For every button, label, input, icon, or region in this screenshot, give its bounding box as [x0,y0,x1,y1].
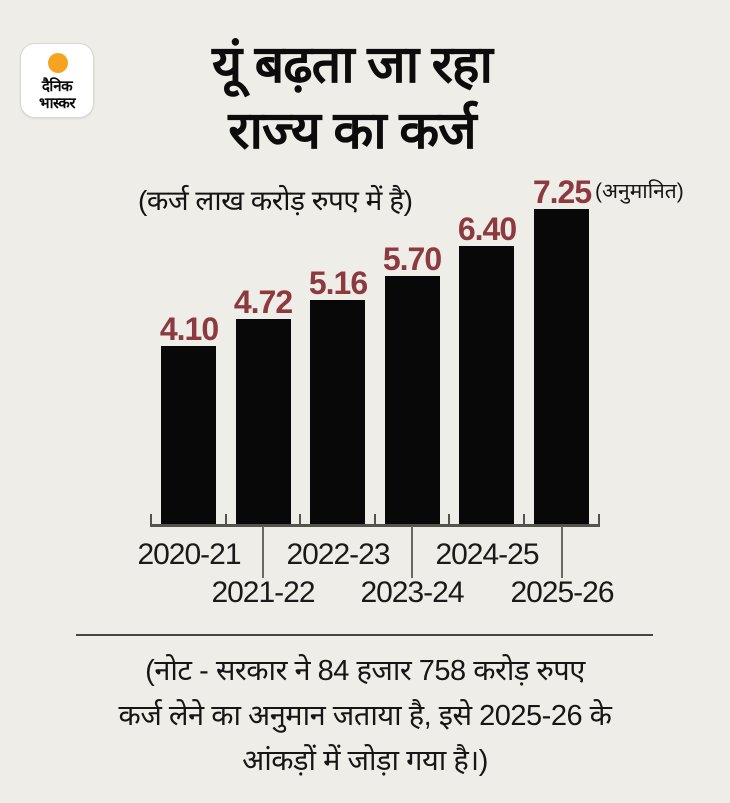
x-label-2025-26: 2025-26 [510,576,614,609]
axis-tick [225,514,227,524]
logo-text-line1: दैनिक [41,78,73,95]
label-leader-line [411,526,413,578]
bar-2020-21 [161,346,216,524]
bar-2023-24 [385,276,440,524]
x-label-2023-24: 2023-24 [360,576,464,609]
axis-tick [299,514,301,524]
bar-2024-25 [459,246,514,524]
x-label-2021-22: 2021-22 [211,576,315,609]
value-label-2025-26: 7.25 [532,174,592,210]
x-label-2022-23: 2022-23 [286,538,390,571]
axis-tick [150,514,152,524]
value-label-2021-22: 4.72 [233,284,293,320]
divider-line [76,634,653,636]
x-label-2020-21: 2020-21 [137,538,241,571]
logo-sun-icon [48,53,68,73]
footnote: (नोट - सरकार ने 84 हजार 758 करोड़ रुपए क… [35,649,695,784]
chart-unit-note: (कर्ज लाख करोड़ रुपए में है) [138,185,413,216]
footnote-line-2: कर्ज लेने का अनुमान जताया है, इसे 2025-2… [118,700,612,732]
axis-tick [374,514,376,524]
dainik-bhaskar-logo: दैनिक भास्कर [20,43,94,118]
label-leader-line [262,526,264,578]
bar-2025-26 [534,209,589,524]
value-label-2020-21: 4.10 [159,311,219,347]
value-label-2024-25: 6.40 [457,211,517,247]
axis-tick [523,514,525,524]
x-label-2024-25: 2024-25 [435,538,539,571]
estimated-annotation: (अनुमानित) [595,180,684,203]
label-leader-line [561,526,563,578]
footnote-line-3: आंकड़ों में जोड़ा गया है।) [242,745,488,777]
title-line-1: यूं बढ़ता जा रहा [212,36,493,94]
title-line-2: राज्य का कर्ज [228,102,476,160]
page-title: यूं बढ़ता जा रहा राज्य का कर्ज [0,32,704,164]
footnote-line-1: (नोट - सरकार ने 84 हजार 758 करोड़ रुपए [145,655,585,687]
x-axis-line [150,524,600,527]
axis-tick [448,514,450,524]
logo-text-line2: भास्कर [39,95,75,112]
bar-2021-22 [236,319,291,524]
value-label-2023-24: 5.70 [382,241,442,277]
axis-tick [598,514,600,524]
bar-2022-23 [310,300,365,524]
value-label-2022-23: 5.16 [308,265,368,301]
